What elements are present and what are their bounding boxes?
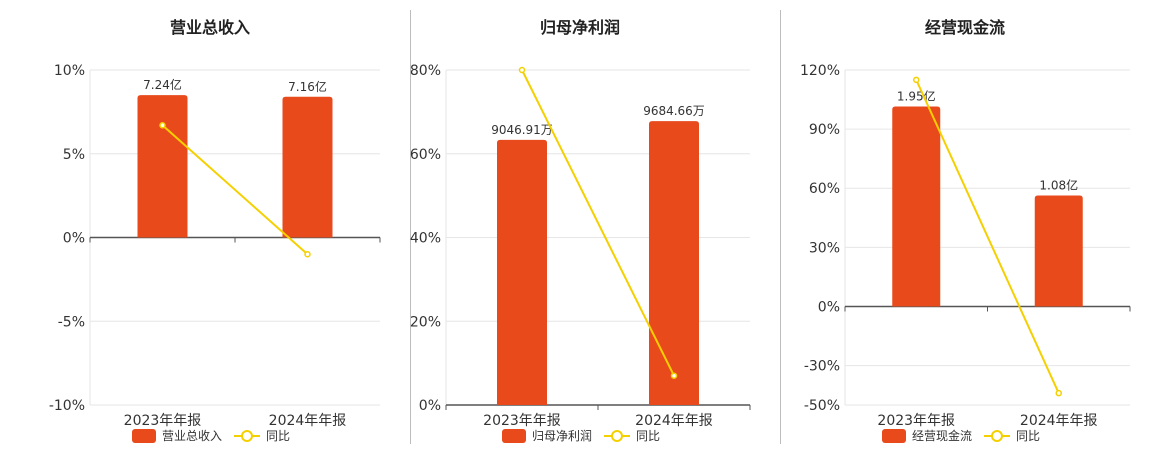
yoy-point xyxy=(304,251,311,258)
y-tick-label: 5% xyxy=(63,147,85,163)
bar xyxy=(1034,195,1083,307)
yoy-point xyxy=(670,372,678,379)
bar xyxy=(649,121,699,406)
yoy-point xyxy=(913,76,920,84)
y-tick-label: 60% xyxy=(410,147,441,163)
x-tick-label: 2024年年报 xyxy=(269,413,347,429)
yoy-point xyxy=(159,122,166,129)
panel-divider xyxy=(780,10,781,444)
bar-data-label: 9046.91万 xyxy=(491,123,553,137)
yoy-line xyxy=(915,79,1060,394)
y-tick-label: 10% xyxy=(54,63,85,79)
chart-panel-net-profit: 归母净利润 80% 60% 40% 20% 0% 2023年年报 2024年年报 9046.9… xyxy=(390,0,770,450)
legend-label: 归母净利润 xyxy=(532,429,592,443)
x-tick-label: 2024年年报 xyxy=(635,413,713,429)
x-tick-label: 2023年年报 xyxy=(124,413,202,429)
legend-label: 同比 xyxy=(266,429,290,443)
chart-panel-cash-flow: 经营现金流 120% 90% 60% 30% 0% -30% -50% 2023年年报 2024… xyxy=(770,0,1160,450)
legend-label: 营业总收入 xyxy=(162,429,222,443)
bar xyxy=(497,139,547,405)
chart-title: 归母净利润 xyxy=(539,18,620,37)
yoy-point xyxy=(518,66,526,74)
y-tick-label: 90% xyxy=(809,122,840,138)
bar-data-label: 7.16亿 xyxy=(288,79,327,94)
y-tick-label: 40% xyxy=(410,231,441,247)
revenue-chart: 10% 5% 0% -5% -10% 2023年年报 2024年年报 7.24亿 7.16亿营业… xyxy=(49,63,381,443)
legend-bar-swatch xyxy=(502,429,526,443)
y-tick-label: -30% xyxy=(804,359,840,375)
legend-bar-swatch xyxy=(132,429,156,443)
y-tick-label: -5% xyxy=(58,314,85,330)
yoy-line xyxy=(161,124,309,255)
y-tick-label: 120% xyxy=(800,63,840,79)
bar-data-label: 1.95亿 xyxy=(897,88,936,103)
y-tick-label: 30% xyxy=(809,240,840,256)
yoy-point xyxy=(1055,389,1062,397)
bar xyxy=(137,95,188,238)
y-tick-label: -50% xyxy=(804,398,840,414)
legend-line-marker xyxy=(991,430,1003,442)
bar-data-label: 7.24亿 xyxy=(143,77,182,92)
x-tick-label: 2023年年报 xyxy=(877,413,955,429)
y-tick-label: 0% xyxy=(818,299,840,315)
legend-bar-swatch xyxy=(882,429,906,443)
bar-data-label: 9684.66万 xyxy=(643,104,705,118)
chart-title: 经营现金流 xyxy=(924,18,1005,37)
y-tick-label: 20% xyxy=(410,314,441,330)
y-tick-label: 60% xyxy=(809,181,840,197)
y-tick-label: 0% xyxy=(63,231,85,247)
net-profit-chart: 80% 60% 40% 20% 0% 2023年年报 2024年年报 9046.91万 9684… xyxy=(410,63,751,443)
yoy-line xyxy=(521,69,675,377)
chart-panel-revenue: 营业总收入 10% 5% 0% -5% -10% 2023年年报 2024年年报 7.24亿 7… xyxy=(20,0,400,450)
panel-divider xyxy=(410,10,411,444)
legend-line-marker xyxy=(241,430,253,442)
bar xyxy=(892,106,941,307)
y-tick-label: 0% xyxy=(419,398,441,414)
bar xyxy=(282,96,333,238)
bar-data-label: 1.08亿 xyxy=(1039,178,1078,193)
x-tick-label: 2024年年报 xyxy=(1020,413,1098,429)
legend-label: 同比 xyxy=(636,429,660,443)
legend-label: 经营现金流 xyxy=(912,428,972,443)
cash-flow-chart: 120% 90% 60% 30% 0% -30% -50% 2023年年报 2024年年报 1.9… xyxy=(800,63,1131,443)
legend-label: 同比 xyxy=(1016,429,1040,443)
x-tick-label: 2023年年报 xyxy=(483,413,561,429)
y-tick-label: 80% xyxy=(410,63,441,79)
y-tick-label: -10% xyxy=(49,398,85,414)
legend-line-marker xyxy=(611,430,623,442)
chart-title: 营业总收入 xyxy=(169,18,250,37)
